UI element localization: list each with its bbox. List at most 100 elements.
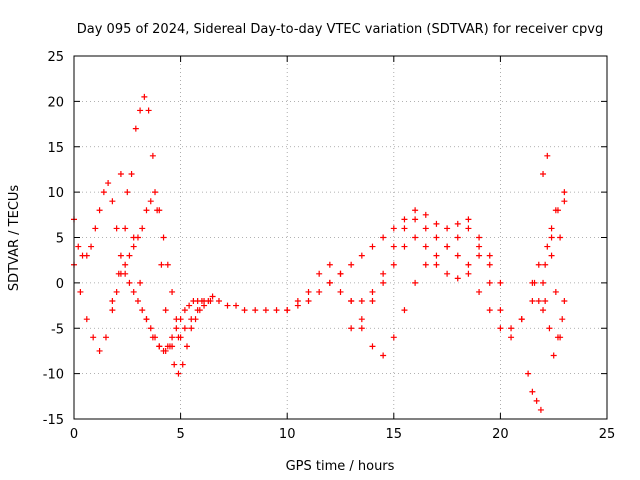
data-point-track-i bbox=[548, 252, 555, 259]
data-point-track-a bbox=[132, 125, 139, 132]
data-point-track-g bbox=[369, 298, 376, 305]
data-point-track-c bbox=[152, 189, 159, 196]
data-point-track-c bbox=[160, 234, 167, 241]
data-point-track-g bbox=[476, 252, 483, 259]
data-point-track-a bbox=[122, 225, 129, 232]
data-point-track-a bbox=[171, 361, 178, 368]
data-point-track-a bbox=[96, 347, 103, 354]
data-point-track-i bbox=[542, 261, 549, 268]
data-point-track-f bbox=[348, 298, 355, 305]
data-point-track-e bbox=[358, 325, 365, 332]
data-point-track-b bbox=[88, 243, 95, 250]
data-point-track-a bbox=[137, 107, 144, 114]
data-point-track-b bbox=[100, 189, 107, 196]
y-tick-label: -15 bbox=[43, 413, 64, 428]
data-point-track-b bbox=[147, 325, 154, 332]
data-point-track-i bbox=[548, 234, 555, 241]
data-point-track-a bbox=[149, 152, 156, 159]
data-point-track-h bbox=[559, 316, 566, 323]
data-point-track-b bbox=[105, 180, 112, 187]
data-point-track-b bbox=[305, 298, 312, 305]
y-tick-label: -10 bbox=[43, 368, 64, 383]
data-point-track-b bbox=[358, 252, 365, 259]
data-point-track-e bbox=[422, 261, 429, 268]
data-point-track-b bbox=[113, 225, 120, 232]
data-point-track-g bbox=[348, 325, 355, 332]
data-point-track-d bbox=[124, 189, 131, 196]
data-point-track-c bbox=[117, 270, 124, 277]
data-point-track-e bbox=[369, 343, 376, 350]
data-point-track-h bbox=[561, 298, 568, 305]
data-point-track-b bbox=[369, 243, 376, 250]
x-tick-label: 15 bbox=[386, 427, 403, 442]
data-point-track-h bbox=[561, 198, 568, 205]
data-point-track-d bbox=[201, 298, 208, 305]
data-point-track-d bbox=[156, 343, 163, 350]
data-point-track-b bbox=[224, 302, 231, 309]
data-point-track-f bbox=[358, 298, 365, 305]
data-point-track-b bbox=[380, 234, 387, 241]
data-point-track-f bbox=[454, 275, 461, 282]
data-point-track-e bbox=[380, 352, 387, 359]
data-point-track-e bbox=[529, 298, 536, 305]
data-point-track-b bbox=[273, 307, 280, 314]
data-point-track-a bbox=[162, 307, 169, 314]
data-point-track-d bbox=[169, 343, 176, 350]
y-tick-label: -5 bbox=[51, 322, 64, 337]
data-point-track-g bbox=[454, 234, 461, 241]
data-point-track-c bbox=[147, 198, 154, 205]
data-point-track-c bbox=[126, 252, 133, 259]
data-point-track-f bbox=[380, 279, 387, 286]
data-point-track-i bbox=[552, 288, 559, 295]
data-point-track-g bbox=[422, 225, 429, 232]
data-point-track-e bbox=[454, 252, 461, 259]
data-point-track-b bbox=[207, 298, 214, 305]
data-point-track-b bbox=[412, 207, 419, 214]
data-point-track-e bbox=[316, 270, 323, 277]
data-point-track-e bbox=[508, 334, 515, 341]
data-point-track-e bbox=[497, 325, 504, 332]
data-point-track-i bbox=[557, 334, 564, 341]
data-point-track-h bbox=[548, 225, 555, 232]
x-tick-label: 0 bbox=[70, 427, 78, 442]
data-point-track-g bbox=[508, 325, 515, 332]
data-point-track-e bbox=[390, 334, 397, 341]
data-point-track-b bbox=[233, 302, 240, 309]
data-point-track-d bbox=[181, 325, 188, 332]
data-point-track-g bbox=[518, 316, 525, 323]
y-tick-label: 0 bbox=[56, 277, 64, 292]
data-point-track-c bbox=[156, 207, 163, 214]
data-point-track-h bbox=[542, 298, 549, 305]
data-point-track-c bbox=[143, 207, 150, 214]
data-point-track-d bbox=[175, 334, 182, 341]
data-point-track-c bbox=[130, 243, 137, 250]
data-point-track-i bbox=[561, 189, 568, 196]
data-point-track-e bbox=[401, 307, 408, 314]
data-point-track-d bbox=[149, 334, 156, 341]
data-point-track-f bbox=[476, 243, 483, 250]
data-point-track-h bbox=[537, 406, 544, 413]
data-point-track-i bbox=[535, 298, 542, 305]
data-point-track-b bbox=[109, 198, 116, 205]
data-point-track-h bbox=[533, 397, 540, 404]
data-point-track-g bbox=[358, 316, 365, 323]
data-point-track-f bbox=[401, 243, 408, 250]
data-point-track-d bbox=[162, 347, 169, 354]
data-point-track-b bbox=[181, 307, 188, 314]
data-point-track-h bbox=[540, 307, 547, 314]
data-point-track-f bbox=[390, 261, 397, 268]
data-point-track-d bbox=[143, 316, 150, 323]
data-point-track-c bbox=[122, 261, 129, 268]
data-point-track-h bbox=[557, 234, 564, 241]
data-point-track-a bbox=[77, 288, 84, 295]
data-point-track-f bbox=[369, 288, 376, 295]
y-axis-label: SDTVAR / TECUs bbox=[7, 185, 22, 292]
data-point-track-c bbox=[169, 288, 176, 295]
data-point-track-e bbox=[433, 252, 440, 259]
data-point-track-g bbox=[444, 243, 451, 250]
data-point-track-h bbox=[544, 243, 551, 250]
data-point-track-h bbox=[546, 325, 553, 332]
x-tick-label: 5 bbox=[176, 427, 184, 442]
x-tick-label: 25 bbox=[599, 427, 616, 442]
